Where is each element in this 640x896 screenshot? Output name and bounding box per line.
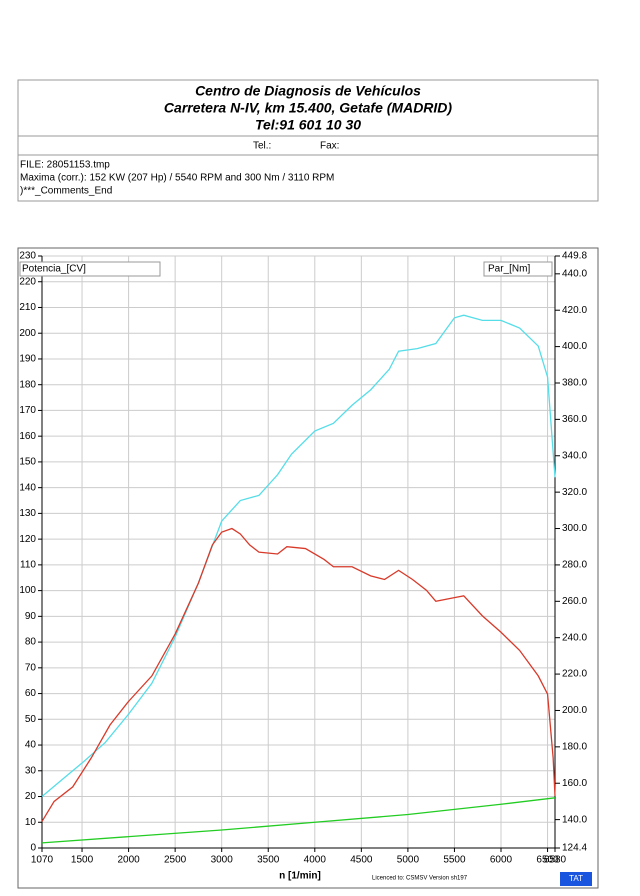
info-box [17, 154, 599, 202]
x-tick-label: 4500 [350, 855, 373, 866]
y-tick-label: 220 [19, 276, 36, 287]
y-tick-label: 140 [19, 482, 36, 493]
chart-box [17, 247, 599, 889]
info-line: )***_Comments_End [20, 186, 112, 197]
y2-tick-label: 160.0 [562, 778, 587, 789]
tel: Tel.: [253, 141, 271, 152]
y-tick-label: 110 [20, 560, 36, 571]
y-tick-label: 30 [25, 765, 37, 776]
plot: 1070 1500 2000 2500 3000 3500 4000 4500 5000 5500… [19, 251, 587, 866]
y-tick-label: 200 [19, 328, 36, 339]
y2-tick-label: 380.0 [562, 378, 587, 389]
logo-box [560, 872, 592, 886]
y-tick-label: 90 [25, 611, 37, 622]
license: Licenced to: CSMSV Version sh197 [372, 876, 468, 882]
tel-box [17, 135, 599, 156]
x-tick-label: 3000 [211, 855, 234, 866]
x-tick-label: 3500 [257, 855, 280, 866]
y-tick-label: 20 [25, 791, 37, 802]
x-tick-label: 5000 [397, 855, 420, 866]
info-line: Maxima (corr.): 152 KW (207 Hp) / 5540 R… [20, 173, 334, 184]
x-tick-label: 2000 [117, 855, 140, 866]
legend-right [483, 261, 553, 277]
series-line [41, 797, 556, 844]
header-line: Tel:91 601 10 30 [255, 117, 361, 133]
y-tick-label: 150 [19, 457, 36, 468]
header-line: Centro de Diagnosis de Vehículos [195, 83, 421, 99]
y-tick-label: 230 [19, 251, 36, 262]
fax: Fax: [320, 141, 339, 152]
x-tick-label: 6500 [536, 855, 559, 866]
y2-tick-label: 449.8 [562, 251, 587, 262]
y2-tick-label: 124.4 [562, 843, 587, 854]
y-tick-label: 170 [19, 405, 36, 416]
x-tick-label: 5500 [443, 855, 466, 866]
info-line: FILE: 28051153.tmp [20, 160, 110, 171]
y2-tick-label: 340.0 [562, 450, 587, 461]
x-tick-label: 6000 [490, 855, 513, 866]
series-line [41, 527, 556, 822]
y-tick-label: 40 [25, 740, 37, 751]
series-line [41, 314, 556, 798]
y-tick-label: 190 [19, 354, 36, 365]
x-tick-label: 6580 [544, 855, 567, 866]
legend-right-label: Par_[Nm] [488, 264, 530, 275]
y2-tick-label: 220.0 [562, 669, 587, 680]
y-tick-label: 0 [30, 843, 36, 854]
x-tick-label: 1500 [71, 855, 94, 866]
y2-tick-label: 300.0 [562, 523, 587, 534]
x-tick-label: 4000 [304, 855, 327, 866]
y-tick-label: 80 [25, 637, 37, 648]
legend-left [19, 261, 161, 277]
logo: TAT [569, 874, 583, 883]
y2-tick-label: 280.0 [562, 560, 587, 571]
header-line: Carretera N-IV, km 15.400, Getafe (MADRI… [164, 100, 452, 116]
y-tick-label: 180 [19, 379, 36, 390]
y2-tick-label: 260.0 [562, 596, 587, 607]
y-tick-label: 50 [25, 714, 37, 725]
y-tick-label: 210 [19, 302, 36, 313]
x-tick-label: 2500 [164, 855, 187, 866]
y-tick-label: 160 [19, 431, 36, 442]
y2-tick-label: 440.0 [562, 268, 587, 279]
y2-tick-label: 320.0 [562, 487, 587, 498]
y2-tick-label: 180.0 [562, 741, 587, 752]
y2-tick-label: 200.0 [562, 705, 587, 716]
y2-tick-label: 400.0 [562, 341, 587, 352]
y2-tick-label: 360.0 [562, 414, 587, 425]
y-tick-label: 100 [19, 585, 36, 596]
legend-left-label: Potencia_[CV] [22, 264, 86, 275]
y2-tick-label: 240.0 [562, 632, 587, 643]
header-box [17, 79, 599, 137]
y2-tick-label: 140.0 [562, 814, 587, 825]
y-tick-label: 120 [19, 534, 36, 545]
y-tick-label: 10 [25, 817, 37, 828]
x-tick-label: 1070 [31, 855, 54, 866]
y-tick-label: 70 [25, 662, 37, 673]
y-tick-label: 60 [25, 688, 37, 699]
x-axis-label: n [1/min] [279, 871, 321, 882]
y-tick-label: 130 [19, 508, 36, 519]
y2-tick-label: 420.0 [562, 305, 587, 316]
